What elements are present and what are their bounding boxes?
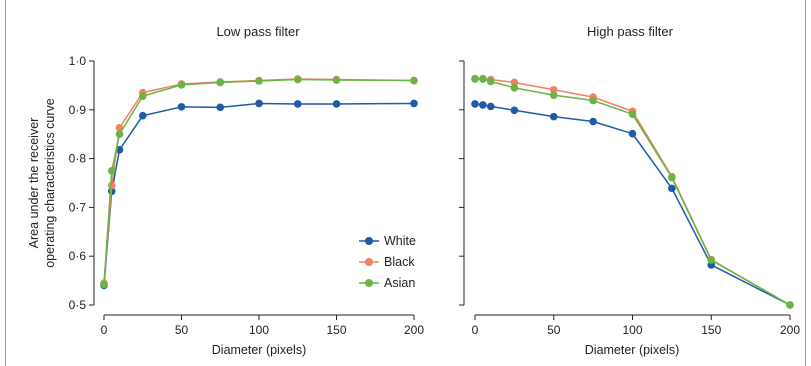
- high-pass-point-white-3: [510, 106, 519, 115]
- high-pass-point-asian-2: [486, 77, 495, 86]
- low-pass-y-tick-label-5: 1·0: [69, 54, 87, 68]
- high-pass-point-white-6: [628, 129, 637, 138]
- figure-frame: [5, 0, 806, 366]
- high-pass-x-tick-label-4: 200: [780, 323, 800, 337]
- low-pass-y-tick-label-0: 0·5: [69, 298, 87, 312]
- low-pass-point-white-8: [332, 100, 341, 108]
- high-pass-point-asian-0: [471, 75, 479, 83]
- high-pass-y-ticks: [459, 60, 464, 306]
- low-pass-point-asian-1: [107, 167, 116, 175]
- high-pass-panel: High pass filter 0 50 100 150 200 Diameter (…: [459, 24, 800, 357]
- high-pass-point-asian-1: [479, 75, 487, 83]
- high-pass-series-asian: [471, 75, 794, 309]
- legend: White Black Asian: [359, 234, 416, 290]
- low-pass-series: [100, 75, 418, 290]
- high-pass-line-white: [474, 103, 791, 306]
- legend-label-asian: Asian: [384, 276, 415, 290]
- y-axis-label-line-1: Area under the receiver: [27, 118, 41, 249]
- low-pass-y-tick-label-4: 0·9: [69, 103, 87, 117]
- legend-swatch-marker-asian: [365, 279, 373, 287]
- legend-label-black: Black: [384, 255, 415, 269]
- legend-swatch-marker-black: [365, 258, 373, 266]
- high-pass-point-white-1: [479, 101, 487, 109]
- low-pass-point-white-2: [115, 146, 124, 154]
- high-pass-x-ticks: 0 50 100 150 200: [472, 315, 800, 337]
- legend-item-black: Black: [359, 255, 415, 269]
- low-pass-point-white-9: [410, 99, 418, 108]
- low-pass-line-asian: [103, 78, 415, 285]
- high-pass-point-asian-8: [707, 256, 716, 264]
- high-pass-point-white-0: [471, 100, 479, 108]
- low-pass-point-black-1: [107, 181, 116, 190]
- low-pass-x-axis-label: Diameter (pixels): [212, 343, 306, 357]
- low-pass-point-asian-7: [293, 75, 302, 84]
- low-pass-point-asian-6: [255, 77, 263, 85]
- low-pass-y-tick-label-1: 0·6: [69, 249, 87, 263]
- high-pass-x-tick-label-0: 0: [472, 323, 479, 337]
- low-pass-x-tick-label-1: 50: [175, 323, 189, 337]
- high-pass-point-white-4: [549, 112, 558, 121]
- legend-label-white: White: [384, 234, 416, 248]
- high-pass-series-white: [471, 100, 794, 309]
- low-pass-x-tick-label-4: 200: [404, 323, 424, 337]
- low-pass-panel: Low pass filter 0·5 0·6 0·7 0·8 0·9 1·0 0 50 10…: [27, 24, 424, 357]
- high-pass-x-tick-label-2: 100: [622, 323, 642, 337]
- high-pass-point-asian-4: [549, 91, 558, 99]
- low-pass-point-asian-2: [115, 130, 124, 138]
- low-pass-point-white-4: [177, 103, 186, 111]
- high-pass-point-white-5: [589, 117, 597, 126]
- high-pass-series: [471, 74, 794, 309]
- low-pass-point-white-7: [293, 100, 302, 108]
- high-pass-point-white-2: [486, 102, 495, 111]
- legend-swatch-marker-white: [365, 237, 373, 245]
- low-pass-point-asian-0: [100, 280, 108, 289]
- low-pass-x-tick-label-0: 0: [101, 323, 108, 337]
- low-pass-point-asian-5: [216, 78, 225, 87]
- high-pass-point-asian-5: [589, 96, 597, 105]
- high-pass-x-tick-label-1: 50: [547, 323, 561, 337]
- high-pass-line-asian: [475, 78, 791, 306]
- high-pass-point-asian-3: [510, 84, 519, 92]
- low-pass-title: Low pass filter: [216, 24, 300, 39]
- high-pass-point-asian-7: [668, 173, 676, 182]
- legend-item-white: White: [359, 234, 416, 248]
- low-pass-x-tick-label-2: 100: [249, 323, 269, 337]
- low-pass-line-black: [103, 78, 415, 284]
- low-pass-line-white: [103, 102, 415, 286]
- low-pass-y-tick-label-2: 0·7: [69, 200, 87, 214]
- high-pass-x-tick-label-3: 150: [701, 323, 721, 337]
- high-pass-series-black: [471, 74, 794, 309]
- low-pass-series-asian: [100, 75, 418, 289]
- y-axis-label-line-2: operating characteristics curve: [43, 98, 57, 268]
- low-pass-y-ticks: 0·5 0·6 0·7 0·8 0·9 1·0: [69, 54, 94, 312]
- high-pass-point-asian-6: [628, 110, 637, 118]
- low-pass-x-tick-label-3: 150: [326, 323, 346, 337]
- high-pass-point-black-3: [510, 78, 519, 87]
- high-pass-title: High pass filter: [587, 24, 674, 39]
- low-pass-point-asian-8: [332, 76, 341, 84]
- high-pass-point-black-4: [549, 85, 558, 94]
- low-pass-point-white-3: [138, 111, 147, 120]
- low-pass-point-white-5: [216, 103, 225, 112]
- high-pass-point-white-7: [668, 184, 676, 193]
- low-pass-point-white-6: [255, 99, 263, 108]
- high-pass-point-asian-9: [786, 301, 794, 309]
- high-pass-x-axis-label: Diameter (pixels): [585, 343, 679, 357]
- low-pass-x-ticks: 0 50 100 150 200: [101, 315, 424, 337]
- low-pass-y-tick-label-3: 0·8: [69, 152, 87, 166]
- low-pass-point-asian-3: [138, 92, 147, 100]
- low-pass-point-asian-9: [410, 76, 418, 85]
- low-pass-point-asian-4: [177, 81, 186, 89]
- legend-item-asian: Asian: [359, 276, 415, 290]
